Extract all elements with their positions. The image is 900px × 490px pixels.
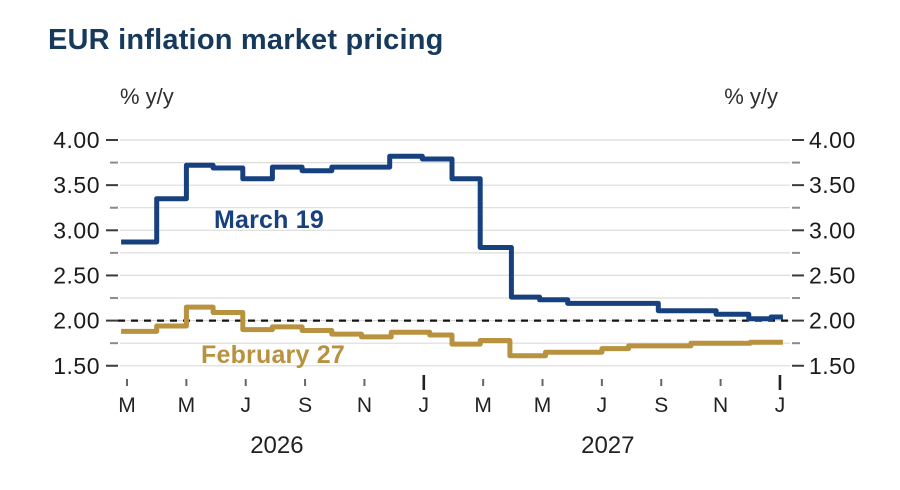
series-label-march-19: March 19 — [214, 206, 324, 234]
year-label: 2026 — [250, 432, 303, 459]
year-label: 2027 — [581, 432, 634, 459]
x-tick-label: M — [118, 394, 136, 417]
left-axis-unit-label: % y/y — [120, 84, 174, 109]
series-line-march-19 — [121, 153, 783, 322]
x-tick-label: S — [654, 394, 668, 417]
y-tick-label-right: 3.00 — [809, 217, 856, 243]
y-tick-label-left: 1.50 — [53, 353, 100, 379]
y-tick-label-left: 3.50 — [53, 172, 100, 198]
x-tick-label: J — [240, 394, 251, 417]
series-line-february-27 — [121, 304, 783, 359]
y-tick-label-right: 1.50 — [809, 353, 856, 379]
y-tick-label-left: 4.00 — [53, 127, 100, 153]
x-tick-label: M — [178, 394, 196, 417]
y-tick-label-right: 3.50 — [809, 172, 856, 198]
x-tick-label: J — [419, 394, 430, 417]
x-tick-label: M — [474, 394, 492, 417]
y-tick-label-left: 2.00 — [53, 308, 100, 334]
y-tick-label-right: 2.00 — [809, 308, 856, 334]
y-tick-label-left: 2.50 — [53, 262, 100, 288]
x-tick-label: S — [298, 394, 312, 417]
chart-title: EUR inflation market pricing — [48, 24, 444, 56]
y-tick-label-left: 3.00 — [53, 217, 100, 243]
series-label-february-27: February 27 — [201, 341, 345, 369]
x-tick-label: N — [713, 394, 728, 417]
x-tick-label: M — [534, 394, 552, 417]
y-tick-label-right: 2.50 — [809, 262, 856, 288]
right-axis-unit-label: % y/y — [724, 84, 778, 109]
x-tick-label: J — [597, 394, 608, 417]
y-tick-label-right: 4.00 — [809, 127, 856, 153]
x-tick-label: J — [775, 394, 786, 417]
x-tick-label: N — [357, 394, 372, 417]
